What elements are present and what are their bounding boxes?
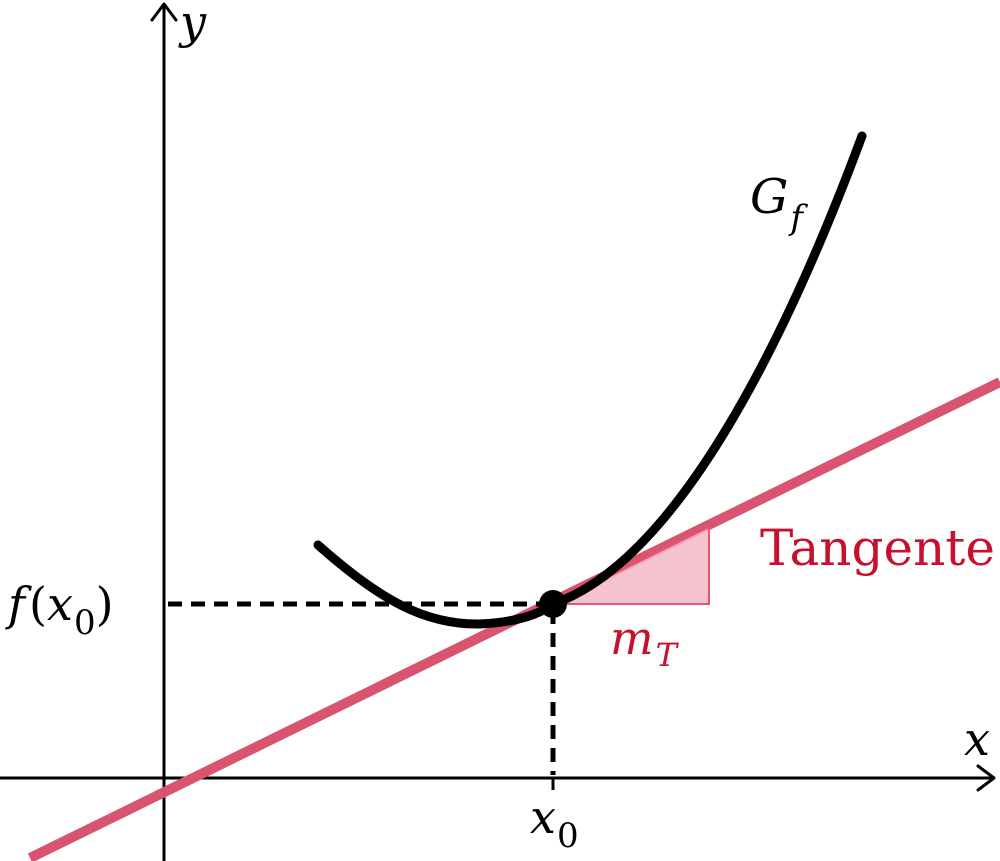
curve-label-sub: f <box>787 198 808 238</box>
x0-label: x0 <box>530 790 579 856</box>
x-axis-arrowhead <box>976 764 996 792</box>
tangent-label: Tangente <box>760 519 995 577</box>
slope-label: mT <box>610 611 680 674</box>
slope-label-main: m <box>610 611 654 665</box>
x0-label-main: x <box>530 790 556 844</box>
fx0-label-sub: 0 <box>74 603 96 643</box>
fx0-label: f(x0) <box>5 577 114 643</box>
fx0-label-close: ) <box>96 577 114 631</box>
fx0-label-f: f <box>5 577 32 631</box>
x0-label-sub: 0 <box>557 816 579 856</box>
slope-label-sub: T <box>656 636 680 674</box>
fx0-label-open: ( <box>29 577 47 631</box>
y-axis-arrowhead <box>150 2 178 22</box>
curve-label-main: G <box>750 169 788 225</box>
x-axis-label: x <box>964 712 990 766</box>
curve-label: Gf <box>750 169 808 238</box>
fx0-label-main: x <box>47 577 73 631</box>
y-axis-label: y <box>178 0 207 49</box>
tangency-point <box>539 590 567 618</box>
